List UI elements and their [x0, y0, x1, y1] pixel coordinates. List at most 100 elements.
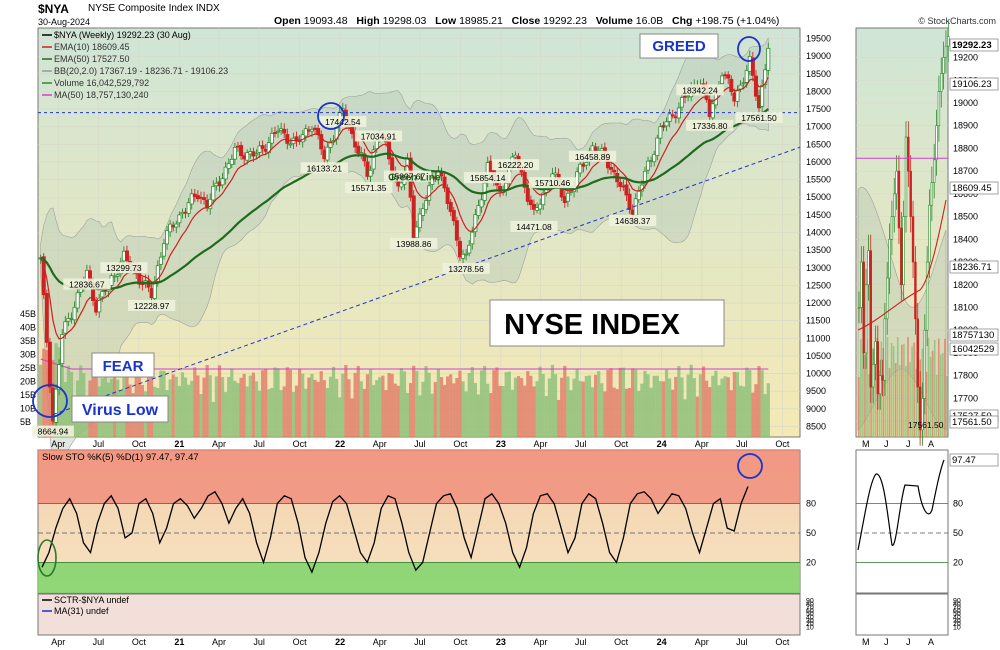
- legend-label: Volume 16,042,529,792: [54, 78, 149, 88]
- volume-bar: [171, 374, 175, 437]
- annotation-bg: [510, 220, 558, 232]
- candle-body: [165, 230, 170, 245]
- sto-title: Slow STO %K(5) %D(1) 97.47, 97.47: [42, 452, 199, 463]
- sto-x-tick-label: 23: [496, 637, 506, 647]
- zoom-candle-body: [864, 284, 868, 354]
- volume-bar: [492, 370, 496, 437]
- annotation-label: 15897.67: [390, 172, 426, 182]
- sto-x-tick-label: Jul: [575, 637, 587, 647]
- volume-tick-label: 15B: [20, 390, 36, 400]
- volume-bar: [307, 377, 311, 437]
- candle-body: [54, 388, 59, 423]
- volume-bar: [316, 381, 320, 437]
- candle-body: [720, 75, 725, 85]
- candle-body: [60, 334, 65, 365]
- candle-body: [328, 142, 333, 148]
- candle-body: [633, 198, 638, 216]
- x-tick-label: 23: [496, 439, 506, 449]
- open-value: 19093.48: [303, 15, 348, 27]
- volume-bar: [587, 375, 592, 437]
- zoom-x-tick-label: A: [928, 439, 934, 449]
- sto-x-tick-label: 22: [335, 637, 345, 647]
- sto-x-tick-label: Jul: [253, 637, 265, 647]
- volume-bar: [535, 381, 539, 437]
- zoom-volume-bar: [890, 343, 893, 437]
- fear-label: FEAR: [103, 358, 144, 375]
- volume-bar: [590, 387, 595, 437]
- zoom-sto-x-tick-label: A: [928, 637, 934, 647]
- sctr-legend-label: MA(31) undef: [54, 606, 109, 616]
- zoom-sto-x-tick-label: M: [862, 637, 870, 647]
- candle-body: [454, 220, 459, 241]
- volume-bar: [399, 368, 403, 437]
- zoom-candle-body: [885, 277, 889, 320]
- zoom-volume-bar: [882, 348, 885, 437]
- volume-bar: [291, 391, 296, 437]
- candle-body: [427, 185, 432, 201]
- volume-bar: [205, 364, 209, 437]
- volume-bar: [708, 387, 712, 437]
- volume-bar: [242, 373, 246, 437]
- volume-bar: [341, 373, 345, 437]
- zoom-low-label: 17561.50: [908, 420, 944, 430]
- x-tick-label: Oct: [132, 439, 147, 449]
- x-tick-label: Apr: [51, 439, 65, 449]
- volume-tick-label: 20B: [20, 377, 36, 387]
- annotation-bg: [568, 150, 617, 162]
- volume-bar: [618, 367, 622, 437]
- x-tick-label: Oct: [614, 439, 629, 449]
- volume-bar: [729, 390, 733, 437]
- sctr-tick-label: 40: [806, 615, 814, 622]
- zoom-candle-body: [947, 36, 950, 47]
- volume-bar: [760, 370, 764, 437]
- volume-bar: [387, 373, 391, 437]
- zoom-candle-body: [907, 136, 910, 172]
- zoom-value-tag-label: 19106.23: [952, 79, 992, 90]
- volume-bar: [412, 365, 416, 437]
- zoom-sto-tick-label: 50: [953, 528, 963, 538]
- volume-bar: [322, 380, 326, 437]
- zoom-candle-body: [874, 341, 877, 365]
- volume-bar: [378, 377, 382, 437]
- volume-bar: [248, 375, 252, 437]
- volume-bar: [350, 398, 354, 437]
- sto-x-tick-label: Jul: [414, 637, 426, 647]
- x-tick-label: 24: [657, 439, 667, 449]
- annotation-label: 13988.86: [396, 239, 432, 249]
- zoom-candle-body: [914, 261, 917, 320]
- annotation-label: 18342.24: [682, 85, 718, 95]
- zoom-volume-bar: [929, 356, 932, 437]
- zoom-y-tick-label: 18200: [953, 280, 978, 290]
- volume-bar: [335, 378, 339, 437]
- zoom-sctr-tick-label: 30: [953, 618, 961, 625]
- volume-tick-label: 5B: [20, 417, 31, 427]
- zoom-value-tag-label: 16042529: [952, 344, 994, 355]
- candle-body: [294, 136, 299, 142]
- zoom-volume-bar: [931, 350, 934, 437]
- candle-body: [57, 364, 62, 390]
- volume-bar: [689, 364, 693, 437]
- candle-body: [528, 199, 533, 206]
- zoom-volume-bar: [892, 346, 895, 437]
- x-tick-label: Oct: [453, 439, 468, 449]
- zoom-candle-body: [944, 45, 948, 58]
- volume-bar: [717, 385, 721, 437]
- candle-body: [729, 78, 734, 93]
- zoom-volume-bar: [909, 362, 911, 437]
- y-tick-label: 19000: [806, 51, 831, 61]
- volume-bar: [433, 382, 437, 437]
- zoom-sctr-tick-label: 60: [953, 608, 961, 615]
- volume-bar: [353, 372, 357, 437]
- volume-bar: [594, 374, 598, 437]
- volume-bar: [45, 349, 49, 437]
- volume-bar: [748, 370, 752, 437]
- candle-body: [356, 145, 361, 154]
- candle-body: [442, 176, 447, 189]
- candle-body: [676, 107, 681, 119]
- candle-body: [257, 145, 262, 153]
- annotation-label: 13299.73: [106, 263, 142, 273]
- sctr-panel-bg: [37, 593, 801, 636]
- sto-x-tick-label: 24: [657, 637, 667, 647]
- zoom-candle-body: [862, 261, 865, 354]
- zoom-candle-body: [878, 375, 882, 395]
